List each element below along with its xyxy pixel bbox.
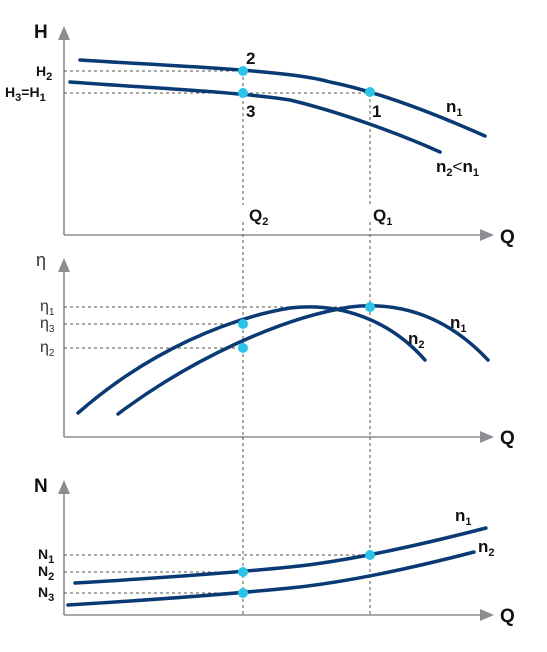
curve-label-n2-mid: n2 [408, 329, 425, 351]
tick-label-eta3: η3 [40, 315, 55, 335]
h-axis-arrow-icon [58, 26, 70, 40]
n-axis-arrow-icon [58, 480, 70, 494]
point-label-2: 2 [246, 49, 255, 68]
curve-label-n1-mid: n1 [450, 313, 467, 335]
q-axis-label-top: Q [500, 227, 515, 248]
power-point-1 [365, 550, 375, 560]
eta-axis-label: η [36, 250, 46, 270]
q-axis-label-bottom: Q [500, 606, 515, 627]
efficiency-curve-n2 [76, 305, 427, 415]
q-axis-arrow-icon-bottom [480, 609, 494, 621]
label-q2: Q2 [249, 206, 268, 228]
tick-label-h3-h1: H3=H1 [5, 84, 46, 104]
q-axis-arrow-icon-mid [480, 431, 494, 443]
h-axis-label: H [34, 22, 48, 43]
q-axis-arrow-icon-top [480, 229, 494, 241]
label-q1: Q1 [373, 206, 392, 228]
point-label-3: 3 [246, 102, 255, 121]
efficiency-point-1 [365, 302, 375, 312]
operating-point-3 [238, 88, 248, 98]
power-curve-n2 [66, 550, 476, 607]
tick-label-n3: N3 [38, 584, 54, 604]
efficiency-point-3 [238, 319, 248, 329]
operating-point-2 [238, 66, 248, 76]
power-panel: N Q N1 N2 N3 n1 n2 [34, 437, 515, 627]
head-curve-n1 [78, 58, 487, 138]
efficiency-panel: η Q η1 η3 η2 n1 n2 [36, 222, 515, 449]
efficiency-curve-n1 [116, 304, 490, 416]
tick-label-eta2: η2 [40, 339, 55, 359]
power-point-3 [238, 588, 248, 598]
point-label-1: 1 [372, 102, 381, 121]
tick-label-n2: N2 [38, 563, 54, 583]
operating-point-1 [365, 87, 375, 97]
efficiency-point-2 [238, 343, 248, 353]
curve-label-n2-lt-n1: n2<n1 [436, 157, 479, 179]
curve-label-n1-bottom: n1 [455, 506, 472, 528]
eta-axis-arrow-icon [58, 258, 70, 272]
q-axis-label-mid: Q [500, 428, 515, 449]
tick-label-n1: N1 [38, 546, 54, 566]
curve-label-n1-top: n1 [446, 97, 463, 119]
head-curve-n2 [68, 80, 442, 154]
power-curve-n1 [73, 526, 488, 585]
curve-label-n2-bottom: n2 [478, 537, 495, 559]
head-panel: H Q 2 3 1 H2 H3=H1 Q2 Q1 n1 n2<n1 [5, 22, 515, 248]
tick-label-eta1: η1 [40, 298, 55, 318]
power-point-2 [238, 567, 248, 577]
tick-label-h2: H2 [36, 63, 52, 83]
n-axis-label: N [34, 476, 48, 497]
